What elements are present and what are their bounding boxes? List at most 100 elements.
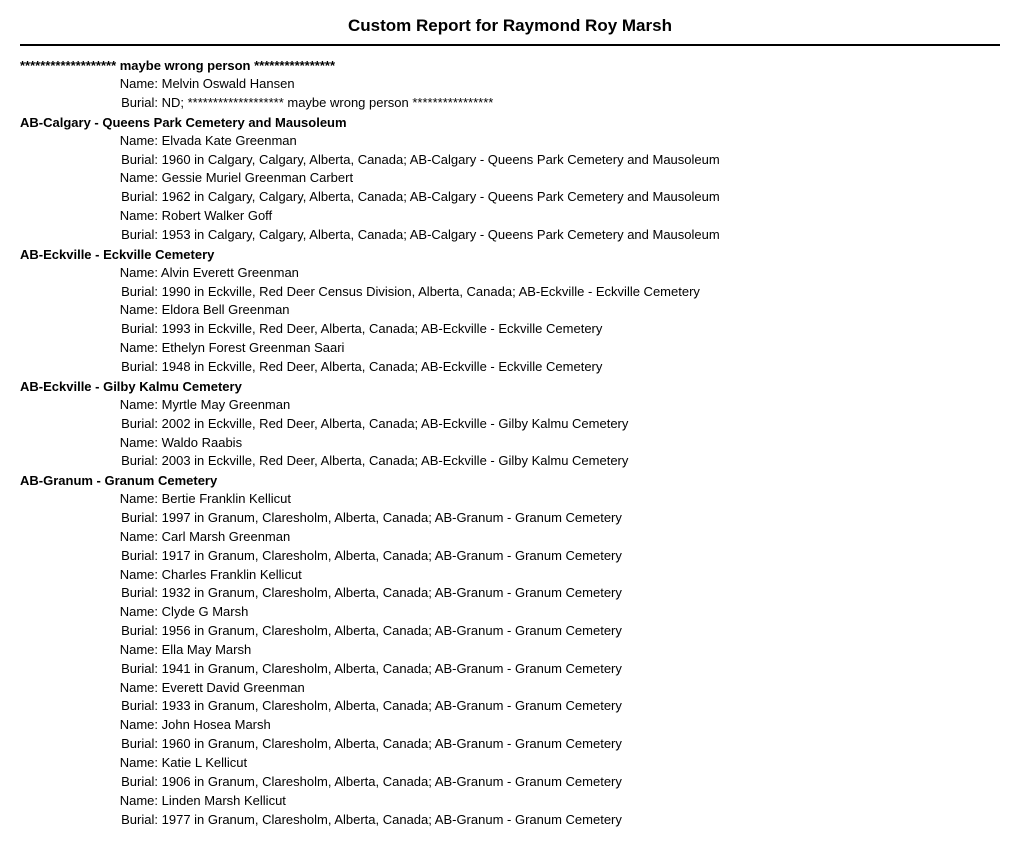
entry-name-line: Name: Carl Marsh Greenman (116, 528, 1000, 547)
burial-value: 1977 in Granum, Claresholm, Alberta, Can… (162, 812, 622, 827)
name-label: Name: (116, 301, 158, 320)
burial-value: 1932 in Granum, Claresholm, Alberta, Can… (162, 585, 622, 600)
name-value: Bertie Franklin Kellicut (162, 491, 291, 506)
burial-value: 1997 in Granum, Claresholm, Alberta, Can… (162, 510, 622, 525)
entry-name-line: Name: Robert Walker Goff (116, 207, 1000, 226)
entry-burial-line: Burial: 1941 in Granum, Claresholm, Albe… (116, 660, 1000, 679)
burial-label: Burial: (116, 660, 158, 679)
entry-burial-line: Burial: 1997 in Granum, Claresholm, Albe… (116, 509, 1000, 528)
burial-value: 1917 in Granum, Claresholm, Alberta, Can… (162, 548, 622, 563)
entry-name-line: Name: John Hosea Marsh (116, 716, 1000, 735)
section-header: AB-Eckville - Eckville Cemetery (20, 247, 1000, 262)
burial-label: Burial: (116, 811, 158, 830)
burial-label: Burial: (116, 320, 158, 339)
name-value: Ella May Marsh (162, 642, 252, 657)
burial-label: Burial: (116, 773, 158, 792)
burial-value: 1990 in Eckville, Red Deer Census Divisi… (162, 284, 700, 299)
name-value: Melvin Oswald Hansen (162, 76, 295, 91)
burial-label: Burial: (116, 94, 158, 113)
entry-name-line: Name: Charles Franklin Kellicut (116, 566, 1000, 585)
entry-burial-line: Burial: 1948 in Eckville, Red Deer, Albe… (116, 358, 1000, 377)
burial-label: Burial: (116, 415, 158, 434)
burial-label: Burial: (116, 226, 158, 245)
name-label: Name: (116, 603, 158, 622)
section-header: AB-Calgary - Queens Park Cemetery and Ma… (20, 115, 1000, 130)
name-value: Eldora Bell Greenman (162, 302, 290, 317)
burial-label: Burial: (116, 283, 158, 302)
entry-burial-line: Burial: 1960 in Calgary, Calgary, Albert… (116, 151, 1000, 170)
name-value: Gessie Muriel Greenman Carbert (162, 170, 353, 185)
name-value: Robert Walker Goff (162, 208, 273, 223)
entry-name-line: Name: Bertie Franklin Kellicut (116, 490, 1000, 509)
burial-label: Burial: (116, 697, 158, 716)
name-label: Name: (116, 754, 158, 773)
entry-name-line: Name: Alvin Everett Greenman (116, 264, 1000, 283)
burial-label: Burial: (116, 509, 158, 528)
name-label: Name: (116, 716, 158, 735)
name-value: Alvin Everett Greenman (161, 265, 299, 280)
burial-value: 1941 in Granum, Claresholm, Alberta, Can… (162, 661, 622, 676)
name-label: Name: (116, 339, 158, 358)
entry-burial-line: Burial: 1993 in Eckville, Red Deer, Albe… (116, 320, 1000, 339)
entry-burial-line: Burial: 2002 in Eckville, Red Deer, Albe… (116, 415, 1000, 434)
entry-name-line: Name: Katie L Kellicut (116, 754, 1000, 773)
burial-value: 1906 in Granum, Claresholm, Alberta, Can… (162, 774, 622, 789)
burial-label: Burial: (116, 358, 158, 377)
name-value: Clyde G Marsh (162, 604, 249, 619)
burial-value: 1960 in Granum, Claresholm, Alberta, Can… (162, 736, 622, 751)
name-label: Name: (116, 528, 158, 547)
name-value: Everett David Greenman (162, 680, 305, 695)
burial-value: ND; ******************* maybe wrong pers… (162, 95, 494, 110)
burial-value: 1956 in Granum, Claresholm, Alberta, Can… (162, 623, 622, 638)
burial-value: 1933 in Granum, Claresholm, Alberta, Can… (162, 698, 622, 713)
entry-name-line: Name: Ella May Marsh (116, 641, 1000, 660)
burial-value: 1948 in Eckville, Red Deer, Alberta, Can… (162, 359, 603, 374)
burial-value: 1993 in Eckville, Red Deer, Alberta, Can… (162, 321, 603, 336)
burial-value: 2003 in Eckville, Red Deer, Alberta, Can… (162, 453, 629, 468)
burial-value: 1953 in Calgary, Calgary, Alberta, Canad… (162, 227, 720, 242)
name-label: Name: (116, 264, 158, 283)
burial-value: 1962 in Calgary, Calgary, Alberta, Canad… (162, 189, 720, 204)
burial-label: Burial: (116, 622, 158, 641)
name-value: John Hosea Marsh (162, 717, 271, 732)
section-header: AB-Granum - Granum Cemetery (20, 473, 1000, 488)
name-label: Name: (116, 490, 158, 509)
section-header: ******************* maybe wrong person *… (20, 58, 1000, 73)
name-value: Katie L Kellicut (162, 755, 248, 770)
name-label: Name: (116, 75, 158, 94)
entry-name-line: Name: Everett David Greenman (116, 679, 1000, 698)
entry-name-line: Name: Clyde G Marsh (116, 603, 1000, 622)
name-value: Myrtle May Greenman (162, 397, 291, 412)
entry-burial-line: Burial: 1906 in Granum, Claresholm, Albe… (116, 773, 1000, 792)
burial-label: Burial: (116, 584, 158, 603)
name-label: Name: (116, 641, 158, 660)
entry-burial-line: Burial: 1933 in Granum, Claresholm, Albe… (116, 697, 1000, 716)
name-value: Charles Franklin Kellicut (162, 567, 302, 582)
entry-burial-line: Burial: 1990 in Eckville, Red Deer Censu… (116, 283, 1000, 302)
entry-burial-line: Burial: 1977 in Granum, Claresholm, Albe… (116, 811, 1000, 830)
section-header: AB-Eckville - Gilby Kalmu Cemetery (20, 379, 1000, 394)
name-value: Carl Marsh Greenman (162, 529, 291, 544)
entry-name-line: Name: Ethelyn Forest Greenman Saari (116, 339, 1000, 358)
name-label: Name: (116, 207, 158, 226)
entry-burial-line: Burial: 1962 in Calgary, Calgary, Albert… (116, 188, 1000, 207)
entry-burial-line: Burial: 1953 in Calgary, Calgary, Albert… (116, 226, 1000, 245)
entry-burial-line: Burial: 1917 in Granum, Claresholm, Albe… (116, 547, 1000, 566)
entry-name-line: Name: Gessie Muriel Greenman Carbert (116, 169, 1000, 188)
burial-label: Burial: (116, 151, 158, 170)
entry-name-line: Name: Melvin Oswald Hansen (116, 75, 1000, 94)
page-title: Custom Report for Raymond Roy Marsh (20, 16, 1000, 44)
entry-burial-line: Burial: 2003 in Eckville, Red Deer, Albe… (116, 452, 1000, 471)
entry-name-line: Name: Elvada Kate Greenman (116, 132, 1000, 151)
report-body: ******************* maybe wrong person *… (20, 58, 1000, 829)
entry-burial-line: Burial: ND; ******************* maybe wr… (116, 94, 1000, 113)
burial-value: 1960 in Calgary, Calgary, Alberta, Canad… (162, 152, 720, 167)
entry-burial-line: Burial: 1960 in Granum, Claresholm, Albe… (116, 735, 1000, 754)
name-label: Name: (116, 566, 158, 585)
name-label: Name: (116, 792, 158, 811)
entry-name-line: Name: Linden Marsh Kellicut (116, 792, 1000, 811)
name-value: Ethelyn Forest Greenman Saari (162, 340, 345, 355)
name-label: Name: (116, 679, 158, 698)
entry-burial-line: Burial: 1956 in Granum, Claresholm, Albe… (116, 622, 1000, 641)
name-label: Name: (116, 396, 158, 415)
